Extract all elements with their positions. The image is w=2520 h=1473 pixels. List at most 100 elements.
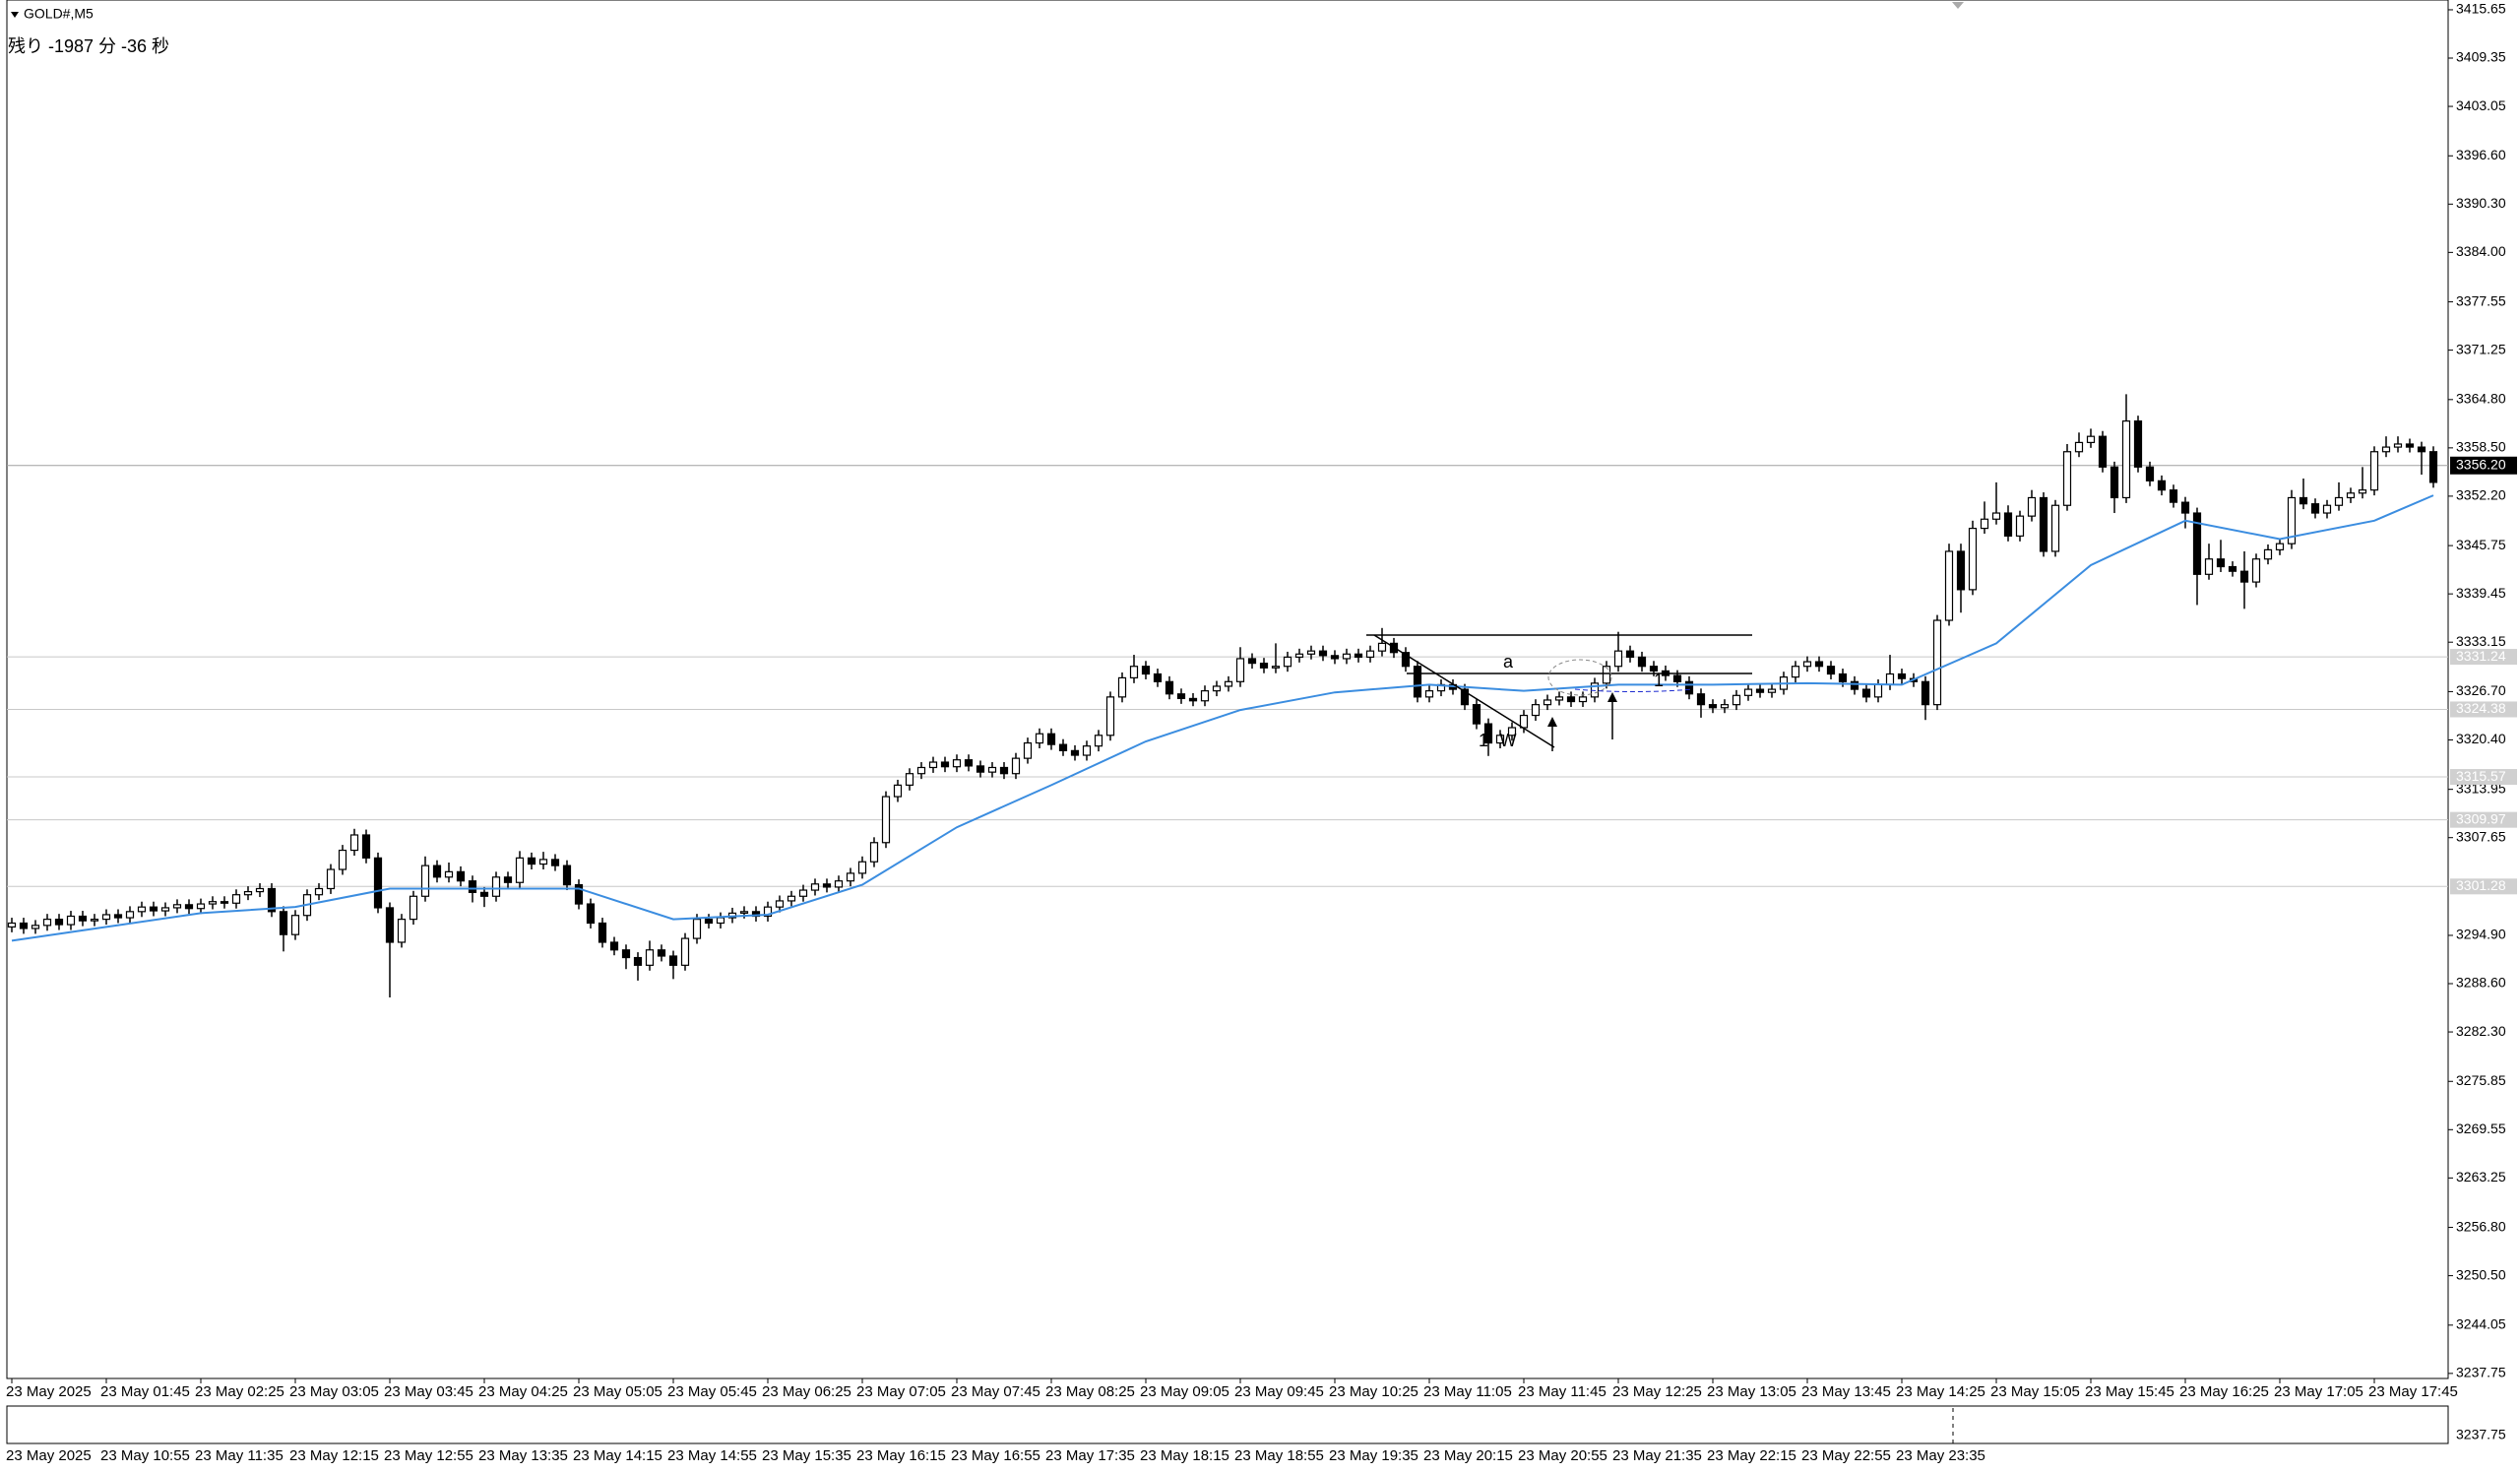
y-tick-label: 3275.85 bbox=[2456, 1072, 2506, 1088]
candle-body bbox=[834, 880, 844, 888]
y-tick-label: 3294.90 bbox=[2456, 927, 2506, 942]
candle-body bbox=[420, 865, 430, 897]
candle-body bbox=[101, 914, 111, 921]
candle-body bbox=[881, 796, 891, 844]
candle-body bbox=[2393, 443, 2403, 448]
y-tick-label: 3282.30 bbox=[2456, 1023, 2506, 1039]
annotation-label: a bbox=[1503, 652, 1514, 672]
lower-x-tick-label: 23 May 13:35 bbox=[478, 1447, 568, 1464]
lower-x-tick-label: 23 May 20:15 bbox=[1423, 1447, 1513, 1464]
candle-body bbox=[1035, 733, 1044, 744]
candle-body bbox=[1932, 619, 1942, 706]
menu-arrow bbox=[11, 12, 19, 18]
candle-body bbox=[7, 922, 17, 929]
candle-body bbox=[231, 894, 241, 904]
candle-body bbox=[1944, 550, 1954, 621]
candle-body bbox=[586, 903, 596, 925]
x-tick-label: 23 May 07:45 bbox=[951, 1383, 1040, 1400]
candle-body bbox=[1602, 666, 1611, 684]
candle-body bbox=[1637, 656, 1647, 668]
candle-body bbox=[1413, 666, 1422, 698]
candle-body bbox=[456, 870, 466, 882]
y-tick-label: 3307.65 bbox=[2456, 828, 2506, 844]
y-tick-label: 3377.55 bbox=[2456, 292, 2506, 308]
candle-body bbox=[1165, 680, 1174, 695]
candle-body bbox=[2133, 420, 2143, 468]
y-tick-label: 3352.20 bbox=[2456, 487, 2506, 503]
candle-body bbox=[196, 903, 206, 910]
candle-body bbox=[739, 911, 749, 914]
candle-body bbox=[1991, 512, 2001, 520]
lower-x-tick-label: 23 May 18:55 bbox=[1234, 1447, 1324, 1464]
candle-body bbox=[1212, 685, 1222, 692]
candle-body bbox=[1377, 642, 1387, 652]
candle-body bbox=[1011, 757, 1021, 775]
x-tick-label: 23 May 15:05 bbox=[1990, 1383, 2080, 1400]
candle-body bbox=[1483, 723, 1493, 744]
candle-body bbox=[503, 876, 513, 883]
y-tick-label: 3269.55 bbox=[2456, 1121, 2506, 1136]
x-tick-label: 23 May 2025 bbox=[6, 1383, 92, 1400]
candle-body bbox=[1247, 658, 1257, 665]
candle-body bbox=[349, 834, 359, 852]
candle-body bbox=[149, 906, 158, 912]
candle-body bbox=[775, 900, 785, 908]
candle-body bbox=[1094, 735, 1103, 747]
candle-body bbox=[2299, 496, 2308, 505]
candle-body bbox=[2275, 543, 2285, 550]
candle-body bbox=[2428, 451, 2438, 483]
candle-body bbox=[2263, 548, 2273, 560]
plot-border bbox=[6, 0, 2449, 1379]
trend-line bbox=[1373, 634, 1555, 748]
y-tick-label: 3364.80 bbox=[2456, 391, 2506, 407]
candle-body bbox=[893, 784, 903, 798]
x-tick-label: 23 May 03:05 bbox=[289, 1383, 379, 1400]
candle-body bbox=[1767, 688, 1777, 693]
candle-body bbox=[1980, 518, 1989, 530]
candle-body bbox=[2405, 443, 2415, 448]
y-tick-label: 3345.75 bbox=[2456, 537, 2506, 552]
x-tick-label: 23 May 16:25 bbox=[2179, 1383, 2269, 1400]
candle-body bbox=[1531, 704, 1541, 717]
x-tick-label: 23 May 11:45 bbox=[1518, 1383, 1606, 1400]
candle-body bbox=[1885, 672, 1895, 686]
candle-body bbox=[1625, 650, 1635, 658]
level-box bbox=[2450, 811, 2517, 828]
candle-body bbox=[54, 919, 64, 926]
candle-body bbox=[1188, 697, 1198, 702]
candle-body bbox=[267, 887, 277, 913]
candle-body bbox=[373, 857, 383, 909]
candle-body bbox=[290, 915, 300, 935]
candle-body bbox=[609, 941, 619, 951]
candle-body bbox=[869, 842, 879, 863]
candle-body bbox=[2169, 489, 2178, 503]
y-tick-label: 3333.15 bbox=[2456, 633, 2506, 649]
candle-body bbox=[2098, 435, 2108, 468]
candle-body bbox=[2204, 558, 2214, 575]
candle-body bbox=[1696, 693, 1706, 706]
candle-body bbox=[916, 766, 926, 775]
lower-x-tick-label: 23 May 20:55 bbox=[1518, 1447, 1607, 1464]
lower-x-tick-label: 23 May 22:15 bbox=[1707, 1447, 1796, 1464]
x-tick-label: 23 May 12:25 bbox=[1612, 1383, 1702, 1400]
y-tick-label: 3288.60 bbox=[2456, 975, 2506, 991]
candle-body bbox=[2334, 496, 2344, 506]
candle-body bbox=[1566, 696, 1576, 703]
candle-body bbox=[798, 889, 808, 897]
level-label: 3324.38 bbox=[2456, 700, 2506, 716]
candle-body bbox=[999, 766, 1009, 775]
candle-body bbox=[90, 919, 99, 922]
y-tick-label: 3403.05 bbox=[2456, 97, 2506, 113]
candle-body bbox=[1401, 652, 1411, 668]
candle-body bbox=[1507, 727, 1517, 736]
candle-body bbox=[1720, 704, 1730, 709]
candle-body bbox=[137, 906, 147, 913]
level-box bbox=[2450, 769, 2517, 786]
candle-body bbox=[125, 911, 135, 919]
candle-body bbox=[940, 761, 950, 768]
candle-body bbox=[1743, 688, 1753, 696]
price-label: 3356.20 bbox=[2456, 456, 2506, 472]
lower-x-tick-label: 23 May 12:55 bbox=[384, 1447, 473, 1464]
candle-body bbox=[976, 765, 985, 773]
candle-body bbox=[2039, 496, 2048, 552]
